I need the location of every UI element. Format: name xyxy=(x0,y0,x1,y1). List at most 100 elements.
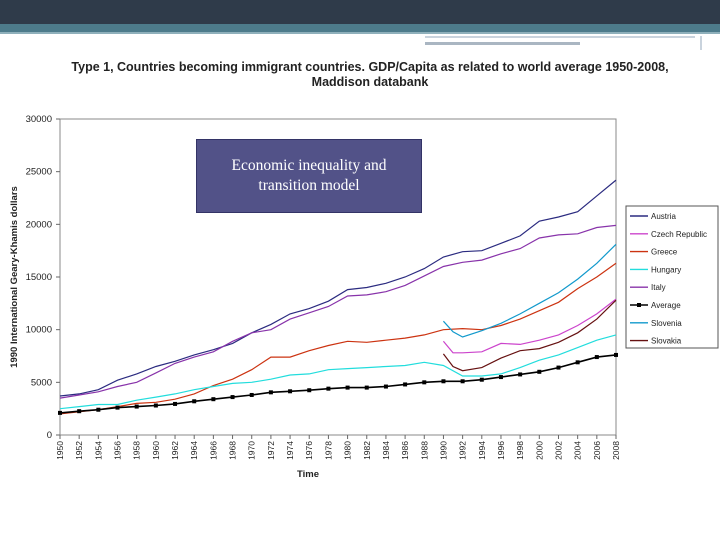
legend-label: Slovakia xyxy=(651,337,682,346)
x-tick-label: 2006 xyxy=(592,441,602,460)
y-tick-label: 0 xyxy=(47,430,52,441)
x-tick-label: 1976 xyxy=(304,441,314,460)
x-tick-label: 2000 xyxy=(534,441,544,460)
x-tick-label: 1956 xyxy=(113,441,123,460)
x-tick-label: 1950 xyxy=(55,441,65,460)
x-axis-label: Time xyxy=(297,469,319,480)
decorative-line xyxy=(425,36,695,38)
series-line-average xyxy=(59,354,617,414)
x-tick-label: 1994 xyxy=(477,441,487,460)
overlay-caption-line2: transition model xyxy=(258,177,360,194)
series-point-average xyxy=(115,405,120,410)
y-tick-label: 15000 xyxy=(26,272,52,283)
x-tick-label: 1990 xyxy=(438,441,448,460)
x-tick-label: 1970 xyxy=(247,441,257,460)
series-point-average xyxy=(307,388,312,393)
series-point-average xyxy=(460,379,465,384)
series-point-average xyxy=(288,389,293,394)
y-tick-label: 30000 xyxy=(26,114,52,125)
series-point-average xyxy=(594,355,599,360)
x-tick-label: 1988 xyxy=(419,441,429,460)
header-bar xyxy=(0,0,720,24)
x-tick-label: 1992 xyxy=(458,441,468,460)
series-point-average xyxy=(441,379,446,384)
x-tick-label: 1998 xyxy=(515,441,525,460)
series-point-average xyxy=(383,384,388,389)
legend-marker xyxy=(637,303,641,307)
series-line-slovenia xyxy=(442,243,617,338)
x-tick-label: 1974 xyxy=(285,441,295,460)
series-point-average xyxy=(479,377,484,382)
x-tick-label: 1966 xyxy=(208,441,218,460)
x-tick-label: 1968 xyxy=(228,441,238,460)
decorative-line xyxy=(425,42,580,45)
x-tick-label: 1962 xyxy=(170,441,180,460)
x-tick-label: 1978 xyxy=(323,441,333,460)
series-point-average xyxy=(96,407,101,412)
series-line-austria xyxy=(59,179,617,397)
legend-box xyxy=(625,205,719,349)
legend-label: Average xyxy=(651,301,681,310)
series-point-average xyxy=(58,410,62,415)
series-point-average xyxy=(537,369,542,374)
series-point-average xyxy=(403,382,408,387)
y-tick-label: 10000 xyxy=(26,325,52,336)
legend-label: Greece xyxy=(651,248,678,257)
x-tick-label: 1958 xyxy=(132,441,142,460)
legend-label: Czech Republic xyxy=(651,230,707,239)
series-point-average xyxy=(192,399,197,404)
series-point-average xyxy=(518,372,523,377)
x-tick-label: 1972 xyxy=(266,441,276,460)
x-tick-label: 1984 xyxy=(381,441,391,460)
series-point-average xyxy=(326,386,331,391)
series-point-average xyxy=(230,395,235,400)
decorative-line xyxy=(700,36,702,50)
series-point-average xyxy=(268,390,273,395)
series-line-slovakia xyxy=(442,299,617,372)
legend-label: Hungary xyxy=(651,265,681,274)
x-tick-label: 1964 xyxy=(189,441,199,460)
header-accent-line xyxy=(0,32,720,34)
series-point-average xyxy=(422,380,427,385)
series-point-average xyxy=(211,397,216,402)
x-tick-label: 1960 xyxy=(151,441,161,460)
chart-title-line1: Type 1, Countries becoming immigrant cou… xyxy=(71,60,669,74)
series-point-average xyxy=(345,385,350,390)
y-tick-label: 20000 xyxy=(26,219,52,230)
series-point-average xyxy=(364,385,369,390)
chart-title: Type 1, Countries becoming immigrant cou… xyxy=(60,60,680,90)
series-point-average xyxy=(614,352,618,357)
series-point-average xyxy=(249,392,254,397)
series-point-average xyxy=(153,403,158,408)
x-tick-label: 2002 xyxy=(553,441,563,460)
x-tick-label: 2008 xyxy=(611,441,621,460)
x-tick-label: 1982 xyxy=(362,441,372,460)
overlay-caption-line1: Economic inequality and xyxy=(231,157,387,174)
legend-label: Austria xyxy=(651,212,676,221)
x-tick-label: 2004 xyxy=(573,441,583,460)
series-line-italy xyxy=(59,224,617,399)
series-point-average xyxy=(77,409,82,414)
series-line-greece xyxy=(59,262,617,415)
y-axis-label: 1990 International Geary-Khamis dollars xyxy=(9,186,20,368)
y-tick-label: 5000 xyxy=(31,377,52,388)
legend-label: Slovenia xyxy=(651,319,682,328)
legend-label: Italy xyxy=(651,283,666,292)
series-point-average xyxy=(173,401,178,406)
y-tick-label: 25000 xyxy=(26,167,52,178)
series-point-average xyxy=(134,404,139,409)
overlay-caption-box: Economic inequality and transition model xyxy=(196,139,422,213)
x-tick-label: 1980 xyxy=(343,441,353,460)
x-tick-label: 1952 xyxy=(74,441,84,460)
x-tick-label: 1996 xyxy=(496,441,506,460)
x-tick-label: 1954 xyxy=(93,441,103,460)
series-line-hungary xyxy=(59,334,617,410)
chart-title-line2: Maddison databank xyxy=(311,75,429,89)
x-tick-label: 1986 xyxy=(400,441,410,460)
header-accent-strip xyxy=(0,24,720,32)
series-point-average xyxy=(575,360,580,365)
series-line-czech-republic xyxy=(442,298,617,354)
series-point-average xyxy=(498,375,503,380)
series-point-average xyxy=(556,365,561,370)
